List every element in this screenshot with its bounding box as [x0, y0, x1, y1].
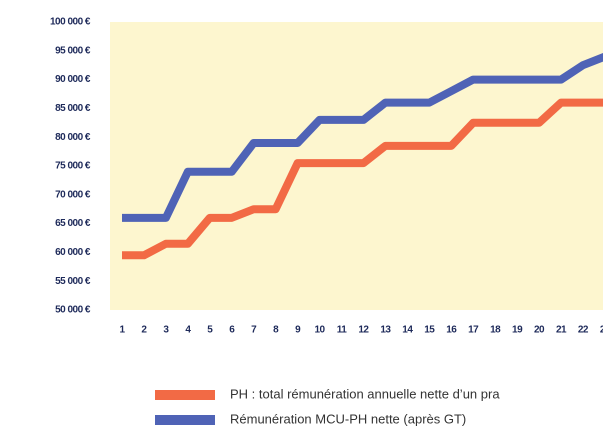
y-tick-label: 65 000 € [55, 218, 91, 229]
x-tick-label: 7 [251, 325, 257, 336]
y-tick-label: 75 000 € [55, 161, 91, 172]
x-tick-label: 8 [273, 325, 279, 336]
y-tick-label: 50 000 € [55, 305, 91, 316]
x-tick-label: 1 [119, 325, 125, 336]
x-tick-label: 23 [600, 325, 603, 336]
x-tick-label: 16 [446, 325, 457, 336]
x-tick-label: 15 [424, 325, 435, 336]
x-tick-label: 14 [402, 325, 413, 336]
y-tick-label: 70 000 € [55, 189, 91, 200]
x-tick-label: 13 [380, 325, 391, 336]
x-tick-label: 17 [468, 325, 479, 336]
x-tick-label: 3 [163, 325, 169, 336]
line-series [122, 53, 603, 222]
y-tick-label: 90 000 € [55, 74, 91, 85]
y-tick-label: 85 000 € [55, 103, 91, 114]
x-tick-label: 2 [141, 325, 147, 336]
y-tick-label: 80 000 € [55, 132, 91, 143]
x-tick-label: 11 [337, 325, 348, 336]
legend-label: Rémunération MCU-PH nette (après GT) [230, 411, 466, 426]
x-tick-label: 5 [207, 325, 213, 336]
y-tick-label: 55 000 € [55, 276, 91, 287]
legend-label: PH : total rémunération annuelle nette d… [230, 386, 500, 401]
x-tick-label: 4 [185, 325, 191, 336]
y-tick-label: 100 000 € [50, 17, 91, 28]
x-tick-label: 21 [556, 325, 567, 336]
x-tick-label: 6 [229, 325, 235, 336]
x-tick-label: 18 [490, 325, 501, 336]
x-tick-label: 20 [534, 325, 545, 336]
x-tick-label: 22 [578, 325, 589, 336]
y-tick-label: 95 000 € [55, 45, 91, 56]
x-tick-label: 12 [358, 325, 369, 336]
x-tick-label: 9 [295, 325, 301, 336]
legend-swatch [155, 390, 215, 400]
line-series [122, 98, 603, 260]
legend-swatch [155, 415, 215, 425]
y-tick-label: 60 000 € [55, 247, 91, 258]
x-tick-label: 19 [512, 325, 523, 336]
x-tick-label: 10 [314, 325, 325, 336]
